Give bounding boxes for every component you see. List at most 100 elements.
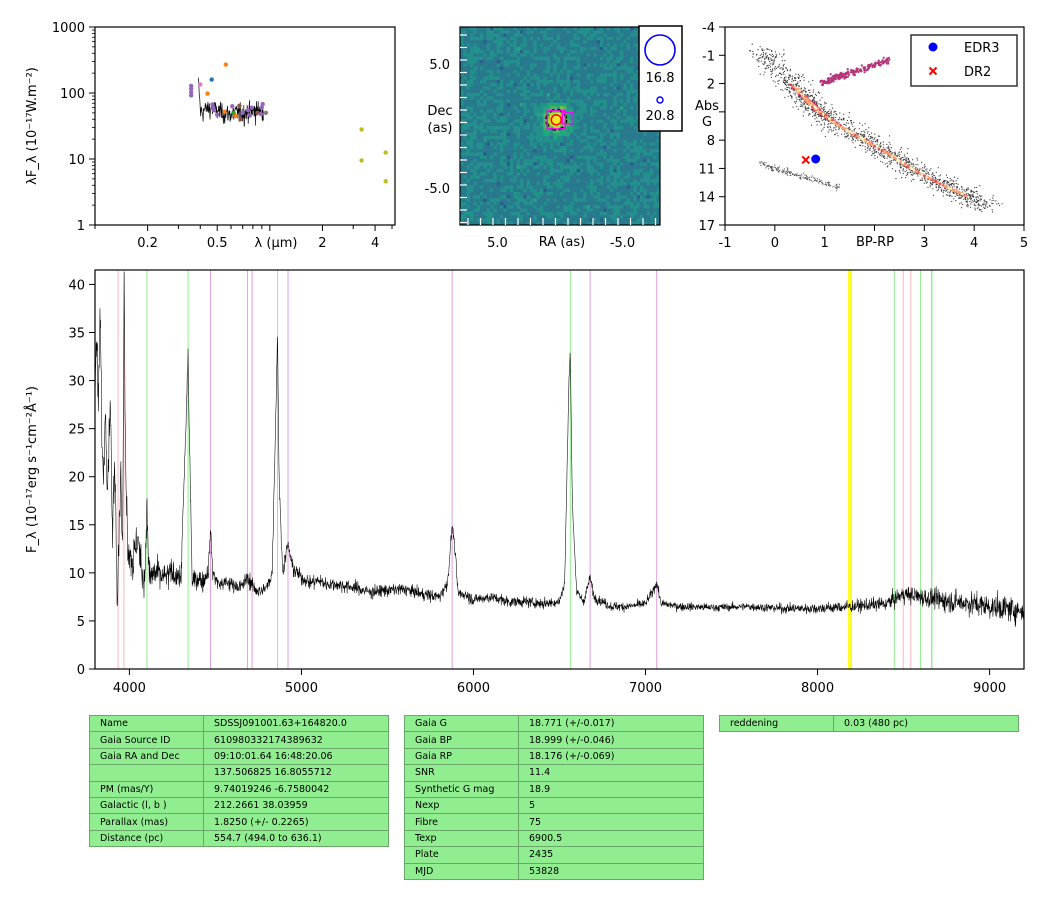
image-pixel [576,221,581,226]
image-pixel [620,119,624,123]
image-pixel [460,46,464,51]
image-pixel [510,145,514,150]
sed-point [263,110,269,116]
image-pixel [533,33,537,38]
image-pixel [510,76,514,81]
hrd-field-star [864,146,866,148]
image-pixel [486,33,491,38]
image-pixel [566,116,571,120]
image-pixel [646,145,651,150]
sed-point [249,105,255,110]
image-pixel [503,86,507,90]
image-pixel [606,195,611,199]
image-pixel [566,172,571,176]
hrd-field-star [775,53,777,55]
image-pixel [533,43,537,48]
hrd-field-star [795,92,797,94]
image-pixel [556,129,561,133]
image-pixel [633,195,637,199]
image-pixel [623,126,627,130]
image-pixel [640,188,644,193]
image-pixel [503,142,507,147]
image-pixel [623,36,627,41]
image-pixel [623,218,627,222]
image-pixel [473,205,477,209]
image-pixel [596,215,601,219]
image-pixel [530,145,534,150]
image-pixel [610,175,614,180]
hrd-field-star [976,190,978,192]
image-pixel [516,27,521,31]
image-pixel [513,195,517,199]
image-pixel [563,46,567,51]
hrd-field-star [847,134,849,136]
image-pixel [490,27,494,31]
image-pixel [626,178,631,183]
hrd-field-star [851,123,853,125]
image-pixel [480,76,484,81]
hrd-field-star [757,49,759,51]
image-pixel [546,198,551,203]
image-pixel [536,175,541,180]
sed-y-tick-label: 100 [60,87,85,102]
image-pixel [583,69,587,74]
image-pixel [526,36,531,41]
image-pixel [493,142,497,147]
hrd-field-star [962,203,964,205]
hrd-field-star [856,137,858,139]
image-pixel [526,27,531,31]
hrd-field-star [884,155,886,157]
hrd-field-star [977,197,979,199]
image-pixel [613,221,617,226]
image-pixel [636,168,641,173]
hrd-field-star [791,97,793,99]
image-pixel [576,63,581,67]
image-pixel [600,192,604,196]
image-pixel [613,152,617,156]
image-pixel [510,73,514,77]
image-pixel [463,53,467,57]
image-pixel [496,119,501,123]
image-pixel [620,145,624,150]
image-pixel [520,135,524,140]
image-pixel [623,182,627,186]
image-pixel [573,165,577,170]
image-pixel [576,155,581,160]
image-pixel [573,30,577,34]
image-pixel [593,135,597,140]
image-pixel [550,221,554,226]
image-pixel [610,106,614,110]
image-pixel [590,33,594,38]
image-pixel [560,99,564,104]
image-pixel [466,178,471,183]
image-pixel [596,93,601,97]
image-pixel [580,152,584,156]
image-pixel [613,40,617,44]
image-pixel [513,96,517,100]
image-pixel [650,165,654,170]
image-pixel [530,132,534,137]
image-pixel [623,198,627,203]
image-pixel [590,135,594,140]
image-pixel [623,211,627,216]
hrd-field-star [803,111,805,113]
image-pixel [583,175,587,180]
image-pixel [470,96,474,100]
image-pixel [606,112,611,117]
image-pixel [460,159,464,163]
image-pixel [506,40,511,44]
image-pixel [543,109,547,114]
image-pixel [626,126,631,130]
image-pixel [626,149,631,153]
image-pixel [566,208,571,213]
hrd-field-star [765,57,767,59]
image-pixel [536,205,541,209]
hrd-field-star [872,139,874,141]
image-pixel [613,139,617,143]
image-pixel [580,142,584,147]
image-pixel [656,175,661,180]
image-pixel [616,99,621,104]
image-pixel [633,53,637,57]
image-pixel [576,218,581,222]
image-pixel [533,109,537,114]
